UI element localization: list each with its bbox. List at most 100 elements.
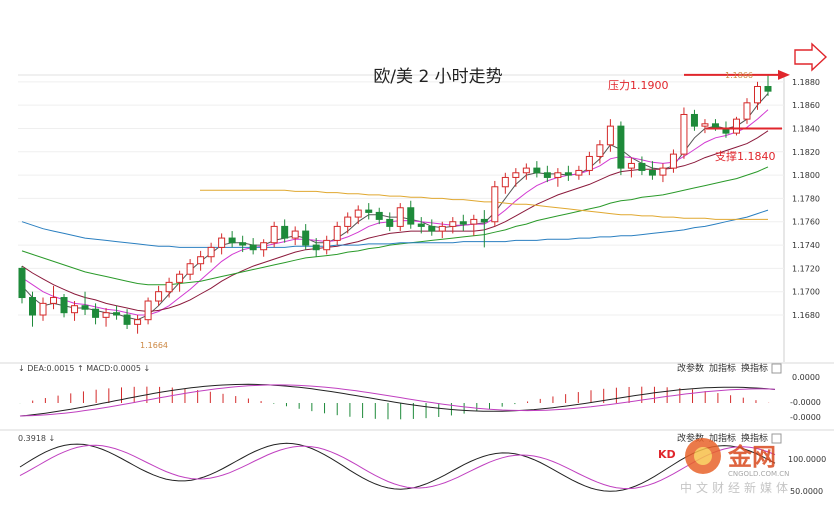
candle-body-35 <box>386 218 394 227</box>
kdj-y-tick-0: 100.0000 <box>788 455 826 464</box>
kdj-close-icon[interactable] <box>771 433 782 444</box>
y-tick-0: 1.1880 <box>792 78 820 87</box>
candle-body-17 <box>197 256 205 265</box>
candle-body-26 <box>291 230 299 239</box>
y-axis: 1.1880 1.1860 1.1840 1.1820 1.1800 1.1780 1.17… <box>792 78 820 320</box>
candle-body-45 <box>491 186 499 223</box>
ma-line-4 <box>21 209 769 248</box>
kdj-switch-indicator-button[interactable]: 换指标 <box>741 432 768 444</box>
y-tick-10: 1.1680 <box>792 311 820 320</box>
kdj-plot <box>19 442 776 492</box>
expand-arrow-icon[interactable] <box>794 42 828 72</box>
candle-body-61 <box>659 167 667 176</box>
candle-body-0 <box>18 267 26 299</box>
kdj-add-indicator-button[interactable]: 加指标 <box>709 432 736 444</box>
candle-body-9 <box>113 312 121 316</box>
macd-dif-line <box>19 383 776 417</box>
watermark: 金网 CNGOLD.COM.CN 中文财经新媒体 <box>680 438 792 495</box>
candlesticks <box>18 74 772 334</box>
candle-body-70 <box>753 85 761 104</box>
candle-body-52 <box>564 172 572 176</box>
candle-body-32 <box>354 209 362 218</box>
candle-body-43 <box>470 218 478 225</box>
ma-line-5 <box>200 189 768 220</box>
candle-body-50 <box>543 172 551 178</box>
resistance-label: 压力1.1900 <box>608 79 669 92</box>
candle-body-18 <box>207 246 215 258</box>
candle-body-62 <box>669 153 677 169</box>
candle-body-37 <box>407 207 415 225</box>
kdj-d-line <box>19 444 776 490</box>
kdj-name: KD <box>658 448 676 461</box>
candle-body-55 <box>596 144 604 157</box>
macd-label: ↓ DEA:0.0015 ↑ MACD:0.0005 ↓ <box>18 364 150 373</box>
y-tick-8: 1.1720 <box>792 264 820 273</box>
candle-body-2 <box>39 302 47 316</box>
candle-body-14 <box>165 281 173 293</box>
candle-body-27 <box>302 230 310 246</box>
candle-body-53 <box>575 169 583 176</box>
macd-close-icon[interactable] <box>771 363 782 374</box>
macd-switch-indicator-button[interactable]: 换指标 <box>741 362 768 374</box>
candle-body-4 <box>60 297 68 314</box>
macd-edit-params-button[interactable]: 改参数 <box>677 362 704 374</box>
watermark-sub: CNGOLD.COM.CN <box>728 470 789 478</box>
candle-body-1 <box>29 297 37 316</box>
y-tick-9: 1.1700 <box>792 288 820 297</box>
support-label: 支撑1.1840 <box>715 149 776 163</box>
chart-title: 欧/美 2 小时走势 <box>373 67 502 87</box>
candle-body-19 <box>218 237 226 248</box>
candle-body-28 <box>312 244 320 251</box>
y-tick-3: 1.1820 <box>792 148 820 157</box>
candle-body-40 <box>438 225 446 232</box>
y-tick-2: 1.1840 <box>792 124 820 133</box>
candle-body-11 <box>134 319 142 325</box>
grid-lines <box>18 81 784 316</box>
y-tick-6: 1.1760 <box>792 218 820 227</box>
moving-averages <box>21 93 769 321</box>
macd-y-tick-2: -0.0000 <box>790 413 821 422</box>
candle-body-33 <box>365 209 373 213</box>
candle-body-59 <box>638 162 646 171</box>
candle-body-29 <box>323 239 331 251</box>
candle-body-54 <box>585 155 593 171</box>
candle-body-69 <box>743 102 751 120</box>
watermark-cn: 中文财经新媒体 <box>680 480 792 495</box>
candle-body-16 <box>186 263 194 275</box>
macd-y-tick-0: 0.0000 <box>792 373 820 382</box>
macd-add-indicator-button[interactable]: 加指标 <box>709 362 736 374</box>
candle-body-56 <box>606 125 614 146</box>
y-tick-7: 1.1740 <box>792 241 820 250</box>
candle-body-39 <box>428 225 436 232</box>
candle-body-47 <box>512 172 520 178</box>
macd-plot <box>19 383 776 420</box>
candle-body-7 <box>92 308 100 318</box>
ma-line-1 <box>21 109 769 316</box>
candle-body-31 <box>344 216 352 227</box>
candle-body-3 <box>50 297 58 304</box>
macd-y-tick-1: -0.0000 <box>790 398 821 407</box>
candle-body-38 <box>417 223 425 227</box>
candle-body-25 <box>281 225 289 239</box>
low-label: 1.1664 <box>140 341 168 350</box>
resistance-arrow-icon <box>778 69 790 80</box>
y-tick-5: 1.1780 <box>792 194 820 203</box>
candle-body-51 <box>554 172 562 178</box>
candle-body-15 <box>176 273 184 283</box>
candle-body-24 <box>270 225 278 244</box>
candle-body-71 <box>764 85 772 92</box>
high-label: 1.1866 <box>725 71 753 80</box>
candle-body-63 <box>680 113 688 155</box>
candle-body-34 <box>375 211 383 220</box>
candle-body-60 <box>648 169 656 176</box>
candle-body-64 <box>690 113 698 127</box>
candle-body-12 <box>144 300 152 321</box>
ma-line-0 <box>21 93 769 321</box>
kdj-y-tick-1: 50.0000 <box>790 487 823 496</box>
y-tick-4: 1.1800 <box>792 171 820 180</box>
candle-body-57 <box>617 125 625 169</box>
candle-body-21 <box>239 242 247 246</box>
candle-body-65 <box>701 123 709 127</box>
candle-body-36 <box>396 207 404 227</box>
